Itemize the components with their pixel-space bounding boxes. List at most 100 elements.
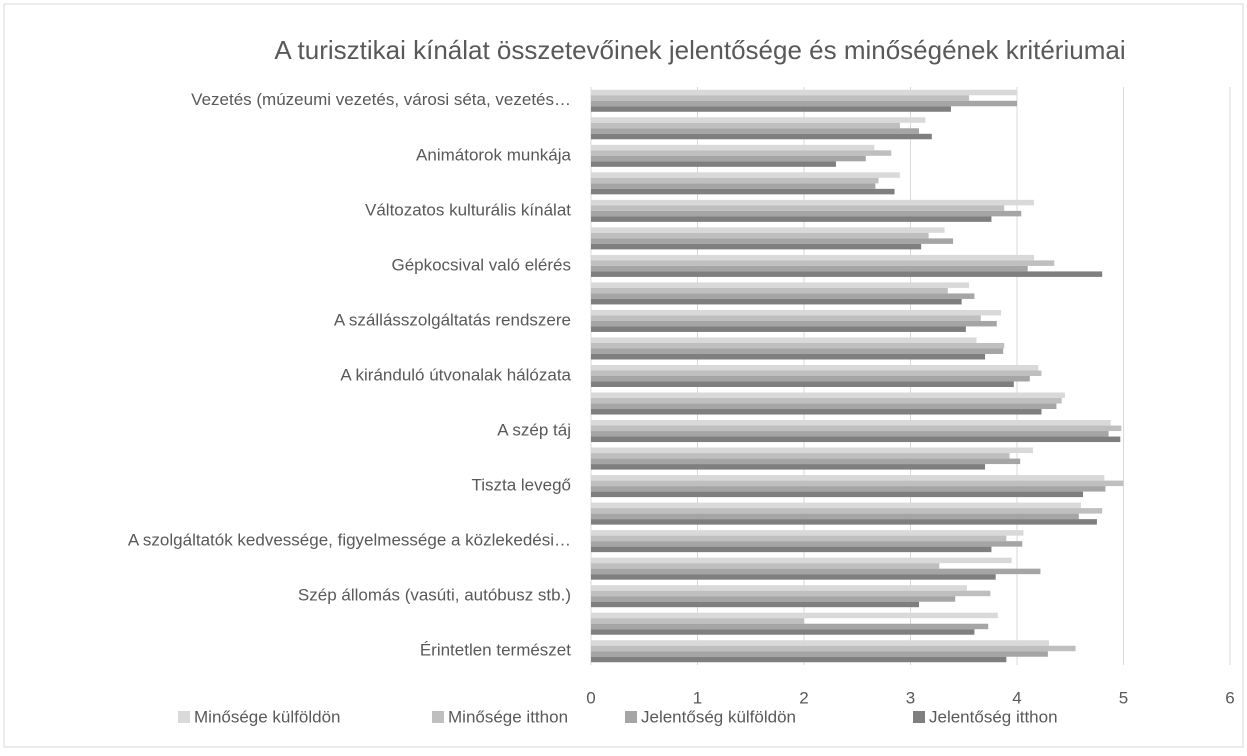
- bar: [591, 541, 1023, 547]
- bar: [591, 128, 920, 134]
- bar: [591, 436, 1121, 443]
- y-tick-label: Változatos kulturális kínálat: [365, 200, 571, 219]
- bar: [591, 243, 922, 250]
- bar: [591, 464, 986, 470]
- bar: [591, 425, 1122, 432]
- chart-title: A turisztikai kínálat összetevőinek jele…: [274, 35, 1125, 65]
- y-tick-label: Érintetlen természet: [420, 641, 571, 660]
- bar: [591, 150, 892, 156]
- x-tick-label: 6: [1225, 688, 1234, 707]
- bar: [591, 254, 1035, 261]
- bar: [591, 601, 920, 608]
- bar: [591, 513, 1079, 520]
- bar: [591, 122, 900, 129]
- bar: [591, 519, 1097, 525]
- bar: [591, 535, 1007, 542]
- y-tick-label: Tiszta levegő: [471, 476, 571, 495]
- bar: [591, 232, 929, 239]
- bar: [591, 227, 945, 233]
- bar: [591, 508, 1103, 514]
- bar: [591, 161, 836, 167]
- x-tick-label: 5: [1119, 688, 1128, 707]
- bar: [591, 491, 1084, 498]
- bar: [591, 309, 1002, 316]
- legend-label: Minősége itthon: [448, 707, 568, 726]
- bar: [591, 640, 1049, 646]
- y-tick-label: Gépkocsival való elérés: [391, 255, 571, 274]
- y-tick-label: A szép táj: [497, 421, 571, 440]
- bar: [591, 546, 992, 553]
- bar: [591, 298, 962, 305]
- y-tick-label: A szolgáltatók kedvessége, figyelmessége…: [128, 531, 571, 550]
- bar: [591, 293, 975, 299]
- legend-label: Jelentőség külföldön: [641, 707, 796, 726]
- bar: [591, 326, 966, 332]
- x-tick-label: 2: [799, 688, 808, 707]
- legend-label: Minősége külföldön: [194, 707, 340, 726]
- bar: [591, 320, 997, 327]
- x-tick-label: 3: [906, 688, 915, 707]
- bar: [591, 381, 1014, 388]
- bar: [591, 199, 1035, 206]
- bar: [591, 612, 998, 619]
- bar: [591, 651, 1048, 657]
- bar: [591, 282, 970, 288]
- bar: [591, 645, 1076, 652]
- bar: [591, 133, 932, 140]
- bar: [591, 431, 1109, 437]
- bar: [591, 342, 1005, 349]
- bar: [591, 475, 1105, 481]
- bar: [591, 409, 1042, 415]
- bar: [591, 216, 992, 222]
- bar: [591, 337, 977, 343]
- legend-swatch: [432, 711, 444, 723]
- bar: [591, 486, 1106, 492]
- legend-swatch: [178, 711, 190, 723]
- bar: [591, 453, 1010, 459]
- bar: [591, 183, 876, 189]
- bar: [591, 100, 1017, 107]
- bar: [591, 188, 895, 195]
- bar: [591, 447, 1033, 454]
- bar: [591, 557, 1012, 564]
- bar: [591, 574, 996, 580]
- bar: [591, 618, 804, 624]
- bar: [591, 260, 1055, 266]
- bar: [591, 656, 1007, 663]
- bar: [591, 271, 1103, 277]
- bar: [591, 106, 951, 112]
- legend-swatch: [913, 711, 925, 723]
- legend-label: Jelentőség itthon: [929, 707, 1058, 726]
- bar: [591, 238, 954, 244]
- bar: [591, 480, 1124, 487]
- y-tick-label: A szállásszolgáltatás rendszere: [334, 310, 571, 329]
- bar: [591, 398, 1062, 404]
- bar: [591, 117, 926, 123]
- bar: [591, 348, 1004, 354]
- bar: [591, 144, 875, 151]
- bar: [591, 563, 940, 569]
- bar: [591, 629, 975, 635]
- y-tick-label: Animátorok munkája: [416, 145, 572, 164]
- bar: [591, 623, 989, 630]
- bar: [591, 95, 970, 101]
- bar: [591, 177, 879, 184]
- bar: [591, 585, 967, 591]
- bar: [591, 89, 1017, 96]
- bar: [591, 265, 1028, 272]
- x-tick-label: 4: [1012, 688, 1021, 707]
- x-tick-label: 0: [586, 688, 595, 707]
- x-tick-label: 1: [693, 688, 702, 707]
- y-tick-label: A kiránduló útvonalak hálózata: [340, 365, 571, 384]
- bar: [591, 205, 1005, 211]
- legend-swatch: [625, 711, 637, 723]
- bar: [591, 155, 866, 162]
- bar: [591, 315, 981, 321]
- bar: [591, 392, 1065, 399]
- bar: [591, 172, 900, 178]
- bar: [591, 353, 986, 360]
- bar: [591, 596, 956, 602]
- bar: [591, 590, 991, 597]
- bar: [591, 376, 1030, 382]
